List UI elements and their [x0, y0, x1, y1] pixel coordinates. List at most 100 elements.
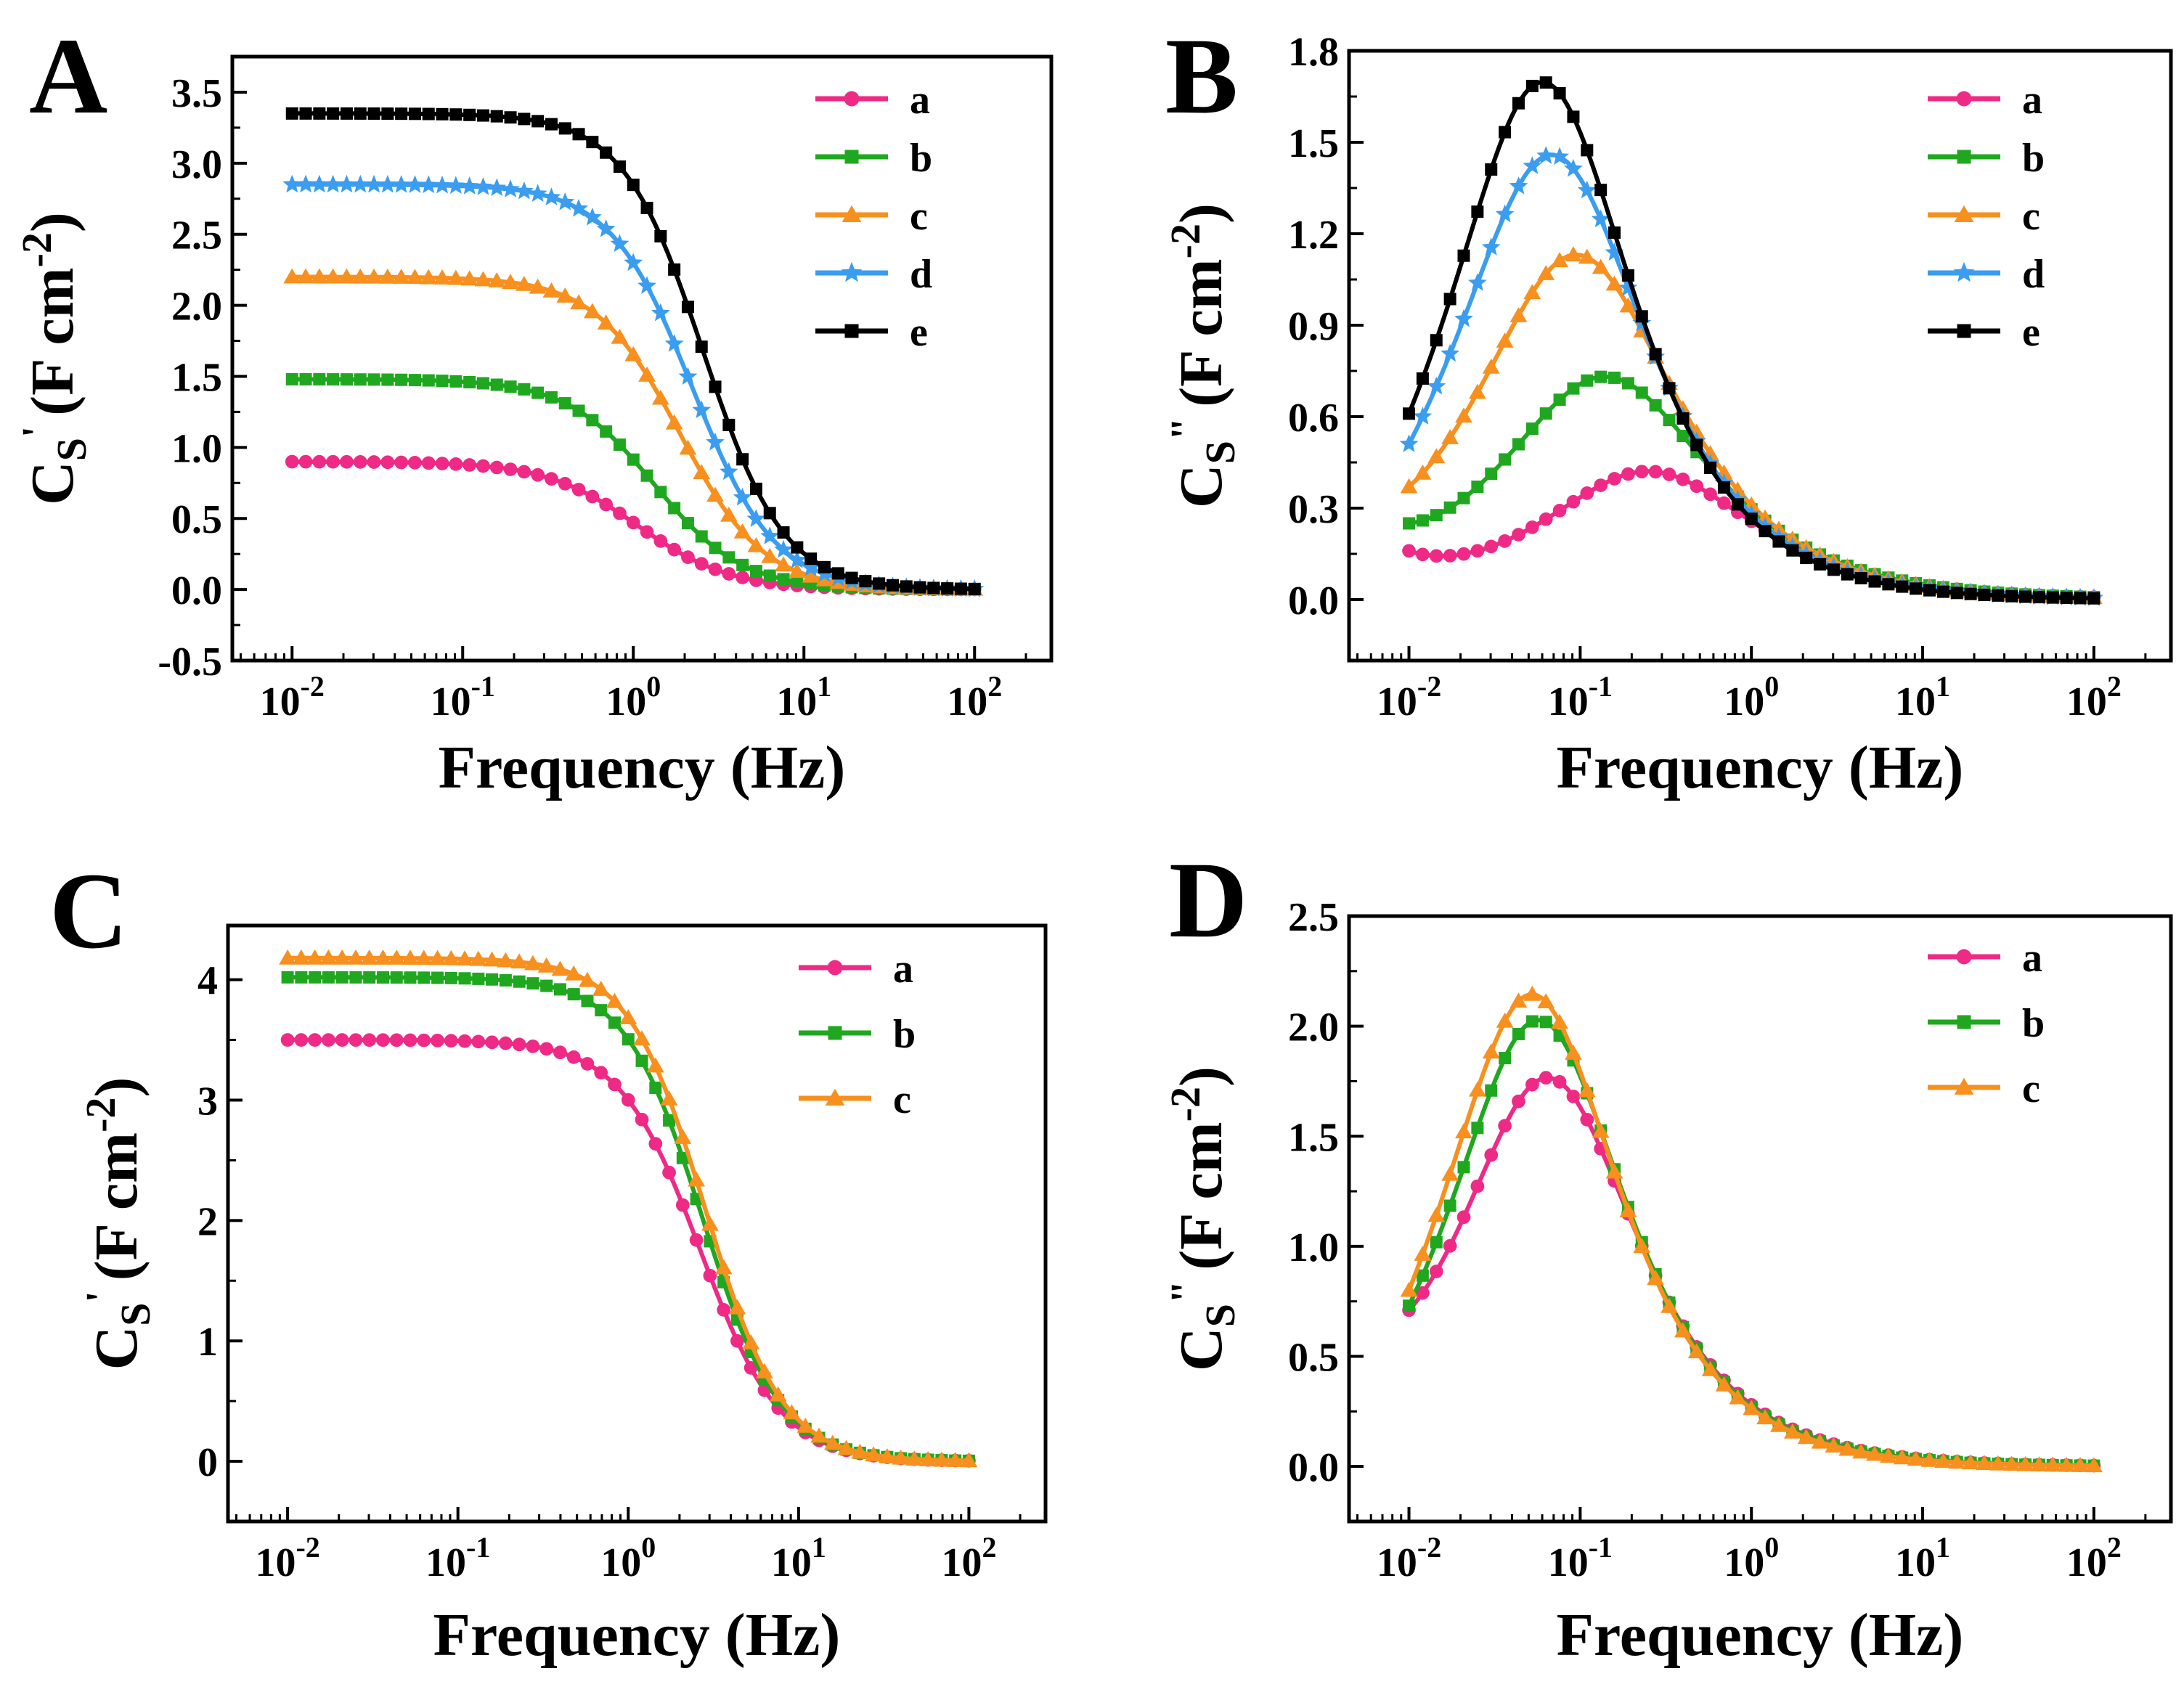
x-tick-label: 10-2 — [1377, 1531, 1441, 1585]
x-tick-base: 10 — [1548, 1540, 1589, 1585]
y-title-close: ) — [83, 1077, 150, 1098]
data-point-b — [1499, 1052, 1512, 1065]
legend-marker — [825, 1088, 845, 1106]
data-point-e — [1978, 588, 1991, 601]
legend-label: a — [2022, 936, 2042, 981]
data-point-c — [633, 1030, 651, 1046]
data-point-b — [1608, 371, 1621, 384]
data-point-d — [719, 462, 738, 481]
data-point-d — [433, 175, 452, 194]
series-c — [1400, 985, 2103, 1473]
data-point-c — [428, 949, 447, 965]
legend-marker — [1956, 949, 1972, 965]
data-point-a — [1552, 1075, 1567, 1089]
data-point-a — [653, 534, 668, 548]
data-point-e — [777, 526, 790, 539]
plot-frame — [226, 923, 1048, 1524]
legend-label: a — [2022, 78, 2042, 123]
data-point-b — [476, 377, 489, 390]
data-point-e — [1854, 571, 1867, 584]
y-title-sub: S — [48, 438, 95, 461]
data-point-b — [367, 373, 380, 386]
x-tick-exponent: -2 — [296, 1531, 319, 1564]
data-point-a — [1552, 503, 1567, 518]
data-point-c — [1976, 1455, 1993, 1470]
x-tick-base: 10 — [941, 1540, 982, 1585]
data-point-a — [722, 567, 736, 581]
series-c — [283, 268, 984, 596]
data-point-a — [457, 1034, 472, 1048]
x-tick-label: 101 — [1895, 670, 1950, 724]
data-point-e — [1992, 589, 2005, 602]
data-point-b — [472, 972, 485, 985]
data-point-c — [1578, 1082, 1596, 1098]
data-point-b — [1485, 1084, 1498, 1097]
data-point-c — [1496, 1012, 1514, 1028]
data-point-c — [769, 1386, 787, 1402]
data-point-a — [689, 1233, 704, 1247]
data-point-e — [285, 107, 298, 120]
x-tick-label: 100 — [606, 670, 661, 724]
data-point-e — [1649, 348, 1662, 361]
data-point-c — [693, 464, 711, 480]
data-point-e — [1936, 585, 1949, 598]
data-point-a — [1470, 1179, 1485, 1193]
data-point-c — [1825, 1437, 1843, 1453]
data-point-c — [1496, 332, 1514, 348]
x-tick-base: 10 — [1377, 1540, 1417, 1585]
data-point-e — [558, 122, 571, 135]
legend-item-b: b — [799, 1012, 916, 1057]
data-point-c — [878, 1448, 896, 1463]
data-point-d — [337, 174, 356, 193]
data-point-a — [1580, 486, 1594, 500]
data-point-e — [2046, 591, 2059, 604]
y-title-close: ) — [1168, 203, 1235, 224]
data-point-e — [545, 118, 558, 131]
data-point-a — [326, 454, 340, 469]
panel-letter: A — [29, 16, 107, 136]
x-tick-exponent: 2 — [2107, 670, 2122, 703]
data-point-e — [1553, 86, 1566, 99]
data-point-d — [692, 400, 712, 419]
data-point-c — [1934, 1453, 1952, 1469]
data-point-e — [1457, 249, 1470, 262]
data-point-c — [892, 1449, 910, 1465]
data-point-e — [1485, 163, 1498, 176]
y-tick-label: -0.5 — [158, 640, 222, 685]
y-title-prime: ' — [13, 426, 60, 438]
data-point-c — [310, 268, 328, 284]
data-point-a — [1648, 465, 1663, 479]
data-point-c — [565, 965, 583, 981]
legend-item-c: c — [815, 194, 928, 239]
data-point-c — [1770, 1416, 1788, 1432]
data-point-b — [404, 971, 417, 984]
data-point-a — [1690, 479, 1704, 494]
data-point-c — [1427, 1206, 1446, 1222]
x-tick-base: 10 — [2066, 679, 2107, 724]
data-point-a — [594, 1066, 608, 1080]
data-point-b — [518, 383, 531, 396]
data-point-c — [333, 949, 351, 965]
x-tick-label: 10-1 — [431, 670, 495, 724]
data-point-b — [526, 977, 539, 990]
data-point-c — [823, 1434, 842, 1450]
legend-item-a: a — [1928, 936, 2042, 981]
data-point-c — [1551, 252, 1568, 267]
data-point-c — [1468, 1081, 1486, 1097]
data-point-c — [292, 949, 310, 965]
y-tick-label: 0.5 — [1288, 1336, 1339, 1381]
data-point-b — [654, 486, 667, 499]
data-point-a — [648, 1137, 663, 1151]
data-point-c — [688, 1171, 706, 1187]
y-title-base: C — [83, 1326, 150, 1371]
series-b — [285, 372, 981, 596]
data-point-e — [2074, 592, 2087, 605]
data-point-e — [1690, 438, 1703, 452]
data-point-a — [1512, 528, 1525, 542]
data-point-b — [622, 1033, 635, 1046]
data-point-c — [747, 536, 765, 552]
data-point-c — [515, 275, 533, 291]
legend-item-e: e — [815, 310, 928, 355]
data-point-e — [791, 541, 804, 554]
data-point-c — [1619, 1202, 1637, 1218]
